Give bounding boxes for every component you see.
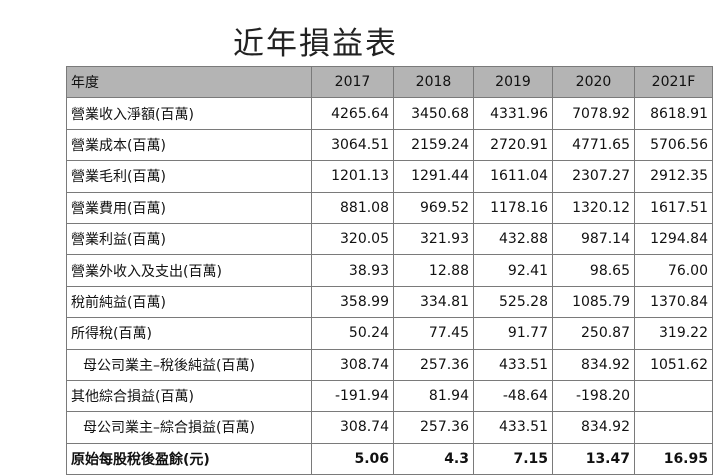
table-row: 所得稅(百萬) 50.24 77.45 91.77 250.87 319.22	[66, 317, 713, 350]
cell-value: 92.41	[473, 254, 553, 287]
cell-value: 2912.35	[634, 160, 713, 193]
cell-value: 257.36	[393, 411, 474, 444]
cell-value: -191.94	[311, 379, 394, 413]
cell-value: 987.14	[552, 222, 635, 256]
table-row: 營業毛利(百萬) 1201.13 1291.44 1611.04 2307.27…	[66, 160, 713, 193]
cell-value: 5.06	[311, 442, 394, 475]
cell-value: 308.74	[311, 348, 394, 381]
cell-value: 5706.56	[634, 128, 713, 162]
cell-value: 13.47	[552, 442, 635, 475]
cell-value: 1178.16	[473, 191, 553, 224]
table-row: 營業收入淨額(百萬) 4265.64 3450.68 4331.96 7078.…	[66, 97, 713, 130]
cell-value: 76.00	[634, 254, 713, 287]
cell-value: 432.88	[473, 222, 553, 256]
row-label: 營業成本(百萬)	[66, 128, 312, 162]
cell-value	[634, 411, 713, 444]
cell-value: 4331.96	[473, 97, 553, 130]
cell-value: 1370.84	[634, 285, 713, 319]
column-header-2018: 2018	[393, 65, 474, 99]
cell-value: 2307.27	[552, 160, 635, 193]
column-header-2017: 2017	[311, 65, 394, 99]
cell-value: 98.65	[552, 254, 635, 287]
cell-value: 1617.51	[634, 191, 713, 224]
table-row: 母公司業主–稅後純益(百萬) 308.74 257.36 433.51 834.…	[66, 348, 713, 381]
cell-value: 1085.79	[552, 285, 635, 319]
table-row: 營業費用(百萬) 881.08 969.52 1178.16 1320.12 1…	[66, 191, 713, 224]
column-header-year-label: 年度	[66, 65, 312, 99]
cell-value: 50.24	[311, 317, 394, 350]
cell-value: 834.92	[552, 348, 635, 381]
table-row-eps: 原始每股稅後盈餘(元) 5.06 4.3 7.15 13.47 16.95	[66, 442, 713, 475]
cell-value: 4265.64	[311, 97, 394, 130]
table-row: 營業利益(百萬) 320.05 321.93 432.88 987.14 129…	[66, 222, 713, 256]
row-label: 母公司業主–稅後純益(百萬)	[66, 348, 312, 381]
cell-value: 358.99	[311, 285, 394, 319]
cell-value: 433.51	[473, 411, 553, 444]
column-header-2020: 2020	[552, 65, 635, 99]
cell-value: 4.3	[393, 442, 474, 475]
cell-value: -48.64	[473, 379, 553, 413]
cell-value: 525.28	[473, 285, 553, 319]
cell-value: 8618.91	[634, 97, 713, 130]
cell-value: 4771.65	[552, 128, 635, 162]
cell-value: 1320.12	[552, 191, 635, 224]
table-row: 母公司業主–綜合損益(百萬) 308.74 257.36 433.51 834.…	[66, 411, 713, 444]
row-label: 營業毛利(百萬)	[66, 160, 312, 193]
cell-value: 969.52	[393, 191, 474, 224]
cell-value: 3450.68	[393, 97, 474, 130]
cell-value: 2159.24	[393, 128, 474, 162]
table-header-row: 年度 2017 2018 2019 2020 2021F	[66, 65, 713, 99]
cell-value: 1611.04	[473, 160, 553, 193]
table-row: 稅前純益(百萬) 358.99 334.81 525.28 1085.79 13…	[66, 285, 713, 319]
cell-value: 319.22	[634, 317, 713, 350]
row-label: 營業收入淨額(百萬)	[66, 97, 312, 130]
cell-value: 433.51	[473, 348, 553, 381]
cell-value: 3064.51	[311, 128, 394, 162]
cell-value: 2720.91	[473, 128, 553, 162]
column-header-2019: 2019	[473, 65, 553, 99]
row-label: 母公司業主–綜合損益(百萬)	[66, 411, 312, 444]
cell-value: 1291.44	[393, 160, 474, 193]
cell-value: 308.74	[311, 411, 394, 444]
cell-value	[634, 379, 713, 413]
cell-value: 7078.92	[552, 97, 635, 130]
cell-value: 81.94	[393, 379, 474, 413]
cell-value: 77.45	[393, 317, 474, 350]
cell-value: 834.92	[552, 411, 635, 444]
cell-value: 16.95	[634, 442, 713, 475]
row-label: 稅前純益(百萬)	[66, 285, 312, 319]
cell-value: 1051.62	[634, 348, 713, 381]
cell-value: 250.87	[552, 317, 635, 350]
row-label: 其他綜合損益(百萬)	[66, 379, 312, 413]
cell-value: 334.81	[393, 285, 474, 319]
page-title: 近年損益表	[233, 26, 398, 62]
row-label: 營業利益(百萬)	[66, 222, 312, 256]
cell-value: 257.36	[393, 348, 474, 381]
cell-value: 1201.13	[311, 160, 394, 193]
cell-value: 321.93	[393, 222, 474, 256]
row-label: 原始每股稅後盈餘(元)	[66, 442, 312, 475]
table-row: 營業成本(百萬) 3064.51 2159.24 2720.91 4771.65…	[66, 128, 713, 162]
cell-value: 91.77	[473, 317, 553, 350]
cell-value: 12.88	[393, 254, 474, 287]
cell-value: -198.20	[552, 379, 635, 413]
row-label: 營業外收入及支出(百萬)	[66, 254, 312, 287]
cell-value: 1294.84	[634, 222, 713, 256]
table-row: 其他綜合損益(百萬) -191.94 81.94 -48.64 -198.20	[66, 379, 713, 413]
row-label: 營業費用(百萬)	[66, 191, 312, 224]
row-label: 所得稅(百萬)	[66, 317, 312, 350]
cell-value: 320.05	[311, 222, 394, 256]
cell-value: 38.93	[311, 254, 394, 287]
income-statement-table: 年度 2017 2018 2019 2020 2021F 營業收入淨額(百萬) …	[66, 65, 713, 475]
cell-value: 7.15	[473, 442, 553, 475]
column-header-2021f: 2021F	[634, 65, 713, 99]
table-row: 營業外收入及支出(百萬) 38.93 12.88 92.41 98.65 76.…	[66, 254, 713, 287]
cell-value: 881.08	[311, 191, 394, 224]
